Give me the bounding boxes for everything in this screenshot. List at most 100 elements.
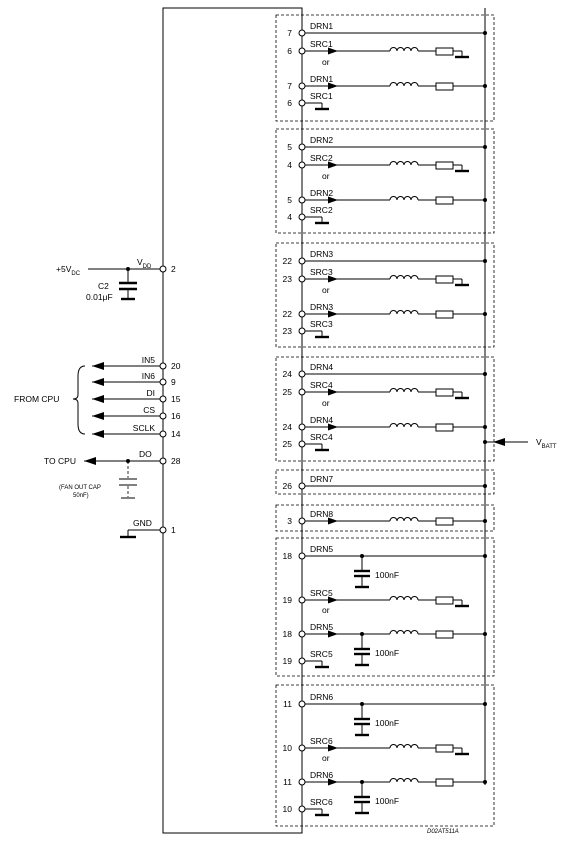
or-label: or (322, 605, 330, 615)
channel-ch3: 22 23 DRN3 SRC3 22 23 DRN3 SRC3 or (275, 242, 495, 348)
flow-arrow (328, 630, 338, 638)
resistor (435, 517, 454, 526)
drn-label: DRN2 (310, 188, 333, 198)
channel-box (275, 242, 495, 348)
pin-terminal (298, 370, 306, 378)
pin-terminal (298, 213, 306, 221)
capacitor-value: 100nF (375, 718, 399, 728)
channel-ch5: 18 19 DRN5 SRC5 100nF 18 19 DRN5 SRC5 100nF or (275, 537, 495, 677)
fanout-note-2: 50nF) (73, 493, 89, 499)
flow-arrow (328, 423, 338, 431)
input-pin: 20 (171, 361, 181, 371)
junction-dot (483, 425, 487, 429)
src-label: SRC6 (310, 797, 333, 807)
pin-terminal (298, 744, 306, 752)
pin-terminal (298, 423, 306, 431)
input-line: DI 15 (92, 388, 181, 404)
channel-box (275, 684, 495, 827)
capacitor-value: 100nF (375, 796, 399, 806)
input-label: CS (143, 405, 155, 415)
flow-arrow (328, 47, 338, 55)
input-arrow (92, 378, 104, 386)
drn-pin: 11 (283, 699, 292, 709)
ic-body (162, 7, 303, 834)
pin-terminal (298, 440, 306, 448)
src-pin: 23 (283, 326, 293, 336)
flow-arrow (328, 388, 338, 396)
channel-box (275, 14, 495, 122)
src-label: SRC5 (310, 649, 333, 659)
src-pin: 25 (283, 439, 293, 449)
channel-ch8: 3 DRN8 (275, 504, 495, 532)
junction-dot (483, 632, 487, 636)
drn-pin: 18 (283, 629, 293, 639)
input-label: DI (147, 388, 156, 398)
c2-name: C2 (98, 281, 109, 291)
vdd-label: VDD (137, 257, 152, 270)
input-label: SCLK (133, 423, 156, 433)
drn-label: DRN8 (310, 509, 333, 519)
vbatt-label: VBATT (536, 437, 557, 450)
input-label: IN5 (142, 355, 156, 365)
inductor (389, 47, 419, 52)
do-output: TO CPU DO 28 (FAN OUT CAP 50nF) (44, 449, 181, 499)
pin-terminal (298, 310, 306, 318)
gnd-label: GND (133, 518, 152, 528)
capacitor-value: 100nF (375, 648, 399, 658)
or-label: or (322, 285, 330, 295)
pin-terminal (298, 482, 306, 490)
pin-terminal (298, 196, 306, 204)
src-label: SRC1 (310, 91, 333, 101)
resistor (435, 596, 454, 605)
resistor (435, 630, 454, 639)
src-label: SRC3 (310, 267, 333, 277)
drn-label: DRN3 (310, 302, 333, 312)
inductor (389, 423, 419, 428)
flow-arrow (328, 82, 338, 90)
junction-dot (483, 198, 487, 202)
vdd-pin: 2 (171, 264, 176, 274)
input-arrow (92, 430, 104, 438)
flow-arrow (328, 596, 338, 604)
junction-dot (483, 31, 487, 35)
src-pin: 19 (283, 595, 293, 605)
input-line: CS 16 (92, 405, 181, 421)
src-label: SRC2 (310, 153, 333, 163)
drn-pin: 11 (283, 777, 292, 787)
inductor (389, 778, 419, 783)
resistor (435, 310, 454, 319)
inductor (389, 596, 419, 601)
pin-terminal (298, 657, 306, 665)
input-line: IN5 20 (92, 355, 181, 371)
drn-pin: 3 (287, 516, 292, 526)
inductor (389, 310, 419, 315)
drn-label: DRN1 (310, 21, 333, 31)
drn-label: DRN3 (310, 249, 333, 259)
supply-label: +5VDC (56, 264, 81, 277)
cpu-inputs: FROM CPU IN5 20 IN6 9 DI 15 CS 16 SCLK 14 (14, 355, 181, 439)
junction-dot (483, 145, 487, 149)
input-pin: 15 (171, 394, 181, 404)
src-pin: 6 (287, 46, 292, 56)
pin-terminal (298, 388, 306, 396)
pin-terminal (298, 327, 306, 335)
fanout-note-1: (FAN OUT CAP (59, 485, 101, 491)
src-pin: 4 (287, 160, 292, 170)
channel-ch1: 7 6 DRN1 SRC1 7 6 DRN1 SRC1 or (275, 14, 495, 122)
power-supply: +5VDC VDD 2 C2 0.01μF (56, 257, 176, 302)
drn-label: DRN7 (310, 474, 333, 484)
resistor (435, 423, 454, 432)
input-pin: 14 (171, 429, 181, 439)
pin-terminal (298, 143, 306, 151)
input-pin: 9 (171, 377, 176, 387)
flow-arrow (328, 161, 338, 169)
channel-box (275, 537, 495, 677)
or-label: or (322, 398, 330, 408)
inductor (389, 82, 419, 87)
output-channels: 7 6 DRN1 SRC1 7 6 DRN1 SRC1 or 5 4 DRN2 SRC2 5 4 DRN2 SR… (275, 14, 495, 827)
pin-terminal (298, 29, 306, 37)
drn-pin: 26 (283, 481, 293, 491)
junction-dot (483, 84, 487, 88)
drn-pin: 24 (283, 422, 293, 432)
src-pin: 23 (283, 274, 293, 284)
